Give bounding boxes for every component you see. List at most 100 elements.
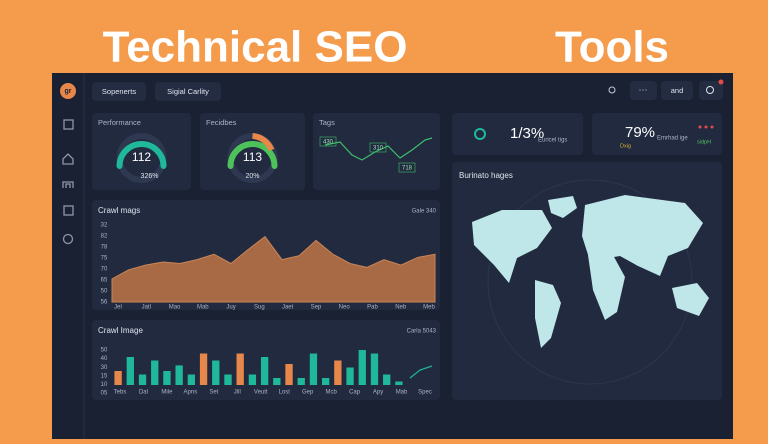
x-label: Jel [114, 305, 122, 311]
search-icon [706, 86, 714, 94]
x-label: Jatl [142, 305, 151, 311]
continent [588, 255, 625, 320]
bar [273, 378, 281, 385]
x-label: Mcb [325, 390, 337, 396]
x-label: Mab [197, 305, 209, 311]
bar [151, 360, 159, 385]
y-label: 70 [101, 267, 108, 273]
x-label: Gep [302, 390, 314, 396]
x-label: Juy [226, 305, 235, 311]
x-label: Mile [161, 390, 173, 396]
bar [395, 381, 403, 385]
title-left: Technical SEO [103, 23, 408, 72]
stat-tag: Dxig [620, 143, 631, 149]
bar [175, 365, 183, 385]
menu-button[interactable] [630, 81, 657, 100]
card-label: Fecidbes [206, 118, 237, 127]
continent [548, 196, 577, 218]
y-label: 75 [101, 256, 108, 262]
card-title: Crawl mags [98, 206, 140, 215]
bar [383, 374, 391, 385]
top-button[interactable] [661, 81, 693, 100]
stat-value: 79% [625, 124, 655, 141]
y-label: 50 [101, 289, 108, 295]
x-label: Dal [139, 390, 148, 396]
tab[interactable] [155, 82, 221, 101]
tab-label: Sigial Carlity [167, 87, 209, 96]
gauge-value: 113 [243, 150, 262, 164]
x-label: Set [209, 390, 218, 396]
y-label: 15 [101, 373, 108, 379]
card-note: Gale 340 [412, 209, 437, 215]
bar [285, 364, 293, 385]
gauge-arc [227, 141, 278, 169]
bar [358, 350, 366, 385]
card-label: Performance [98, 118, 141, 127]
nav-icon[interactable] [62, 233, 74, 245]
bar [236, 353, 244, 385]
nav-icon[interactable] [62, 181, 74, 188]
nav-icon[interactable] [63, 205, 74, 216]
y-label: 50 [101, 348, 108, 354]
tab-label: Sopenerts [102, 87, 136, 96]
x-label: Spec [418, 390, 432, 396]
tab[interactable] [92, 82, 146, 101]
sidebar-icons [62, 119, 74, 245]
tag-marker [398, 162, 416, 173]
card [200, 113, 305, 190]
area [111, 235, 436, 303]
x-label: Apy [373, 390, 383, 396]
tag-marker [319, 136, 337, 147]
y-label: 56 [101, 300, 108, 306]
bar [187, 374, 196, 385]
gauge-arc [116, 141, 167, 169]
tag-marker-text: 430 [323, 140, 334, 146]
bar [260, 357, 269, 385]
bar [309, 353, 318, 385]
continent [472, 210, 552, 283]
x-label: Jaet [282, 305, 294, 311]
gauge-sub: 326% [141, 173, 159, 180]
x-label: Neb [395, 305, 407, 311]
bar [138, 374, 147, 385]
card [92, 113, 191, 190]
stat-tag: sidpH [697, 139, 711, 145]
nav-icon[interactable] [63, 119, 74, 130]
y-label: 78 [101, 245, 108, 251]
notification-dot [718, 79, 724, 85]
y-label: 30 [101, 365, 108, 371]
bar [321, 378, 330, 385]
x-label: Sug [254, 305, 265, 311]
bar [114, 371, 122, 385]
y-label: 40 [101, 356, 108, 362]
card [452, 113, 583, 155]
tag-marker [369, 142, 387, 153]
bar [212, 360, 220, 385]
nav-icon[interactable] [62, 153, 74, 165]
card [452, 162, 722, 400]
gauge-sub: 20% [245, 173, 259, 180]
stat-icon [474, 128, 486, 140]
x-label: Veutt [254, 390, 268, 396]
card-title: Crawl Image [98, 326, 143, 335]
search-button[interactable] [699, 81, 723, 100]
stat-label: Euricel tigs [538, 138, 567, 144]
menu-text: ··· [639, 84, 648, 94]
map-ring [487, 179, 693, 385]
logo[interactable] [60, 83, 76, 99]
bar [126, 357, 134, 385]
trend-line [409, 365, 433, 379]
stat-dot [704, 125, 708, 129]
x-label: Mao [169, 305, 181, 311]
card [592, 113, 722, 155]
bar [248, 374, 257, 385]
user-icon[interactable] [608, 86, 616, 94]
x-label: Sep [311, 305, 322, 311]
x-label: Lost [279, 390, 291, 396]
stat-dot [698, 125, 702, 129]
stat-label: Emrhad ige [657, 136, 688, 142]
x-label: Jill [234, 390, 241, 396]
x-label: Neo [339, 305, 351, 311]
